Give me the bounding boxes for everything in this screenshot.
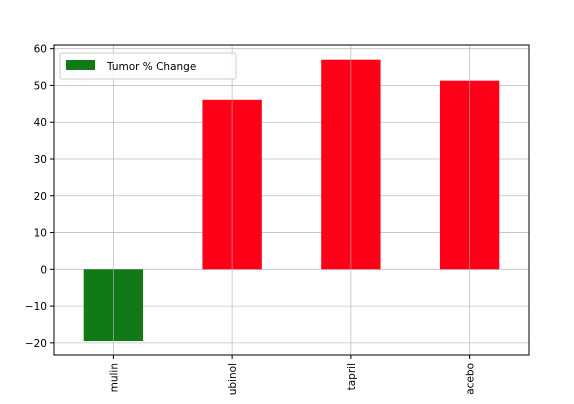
x-axis-ticks: mulin ubinol tapril acebo xyxy=(108,355,477,395)
legend-label: Tumor % Change xyxy=(106,61,196,73)
y-tick-label: 50 xyxy=(34,80,47,92)
y-axis-ticks: −20 −10 0 10 20 30 40 50 60 xyxy=(25,44,54,350)
x-tick-label: mulin xyxy=(108,363,120,392)
x-tick-label: tapril xyxy=(346,363,358,390)
y-tick-label: 60 xyxy=(34,44,47,56)
axes-border xyxy=(53,44,530,356)
legend: Tumor % Change xyxy=(59,52,237,80)
y-tick-label: 40 xyxy=(34,117,47,129)
legend-swatch xyxy=(66,60,95,70)
y-tick-label: 30 xyxy=(34,154,47,166)
y-tick-label: 20 xyxy=(34,191,47,203)
axes-frame xyxy=(53,44,530,356)
y-tick-label: 0 xyxy=(40,264,47,276)
y-tick-label: −10 xyxy=(25,301,47,313)
y-tick-label: −20 xyxy=(25,338,47,350)
x-tick-label: acebo xyxy=(465,363,477,395)
y-tick-label: 10 xyxy=(34,228,47,240)
x-tick-label: ubinol xyxy=(227,363,239,395)
legend-box xyxy=(59,52,237,80)
bars xyxy=(83,45,500,355)
